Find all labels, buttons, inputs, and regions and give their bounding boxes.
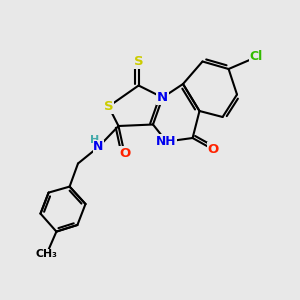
Text: O: O <box>207 143 219 156</box>
Text: H: H <box>90 135 99 146</box>
Text: O: O <box>119 147 130 160</box>
Text: N: N <box>157 91 168 104</box>
Text: CH₃: CH₃ <box>36 249 57 260</box>
Text: S: S <box>104 100 113 113</box>
Text: NH: NH <box>156 135 177 148</box>
Text: S: S <box>134 55 143 68</box>
Text: Cl: Cl <box>250 50 263 64</box>
Text: N: N <box>93 140 103 154</box>
